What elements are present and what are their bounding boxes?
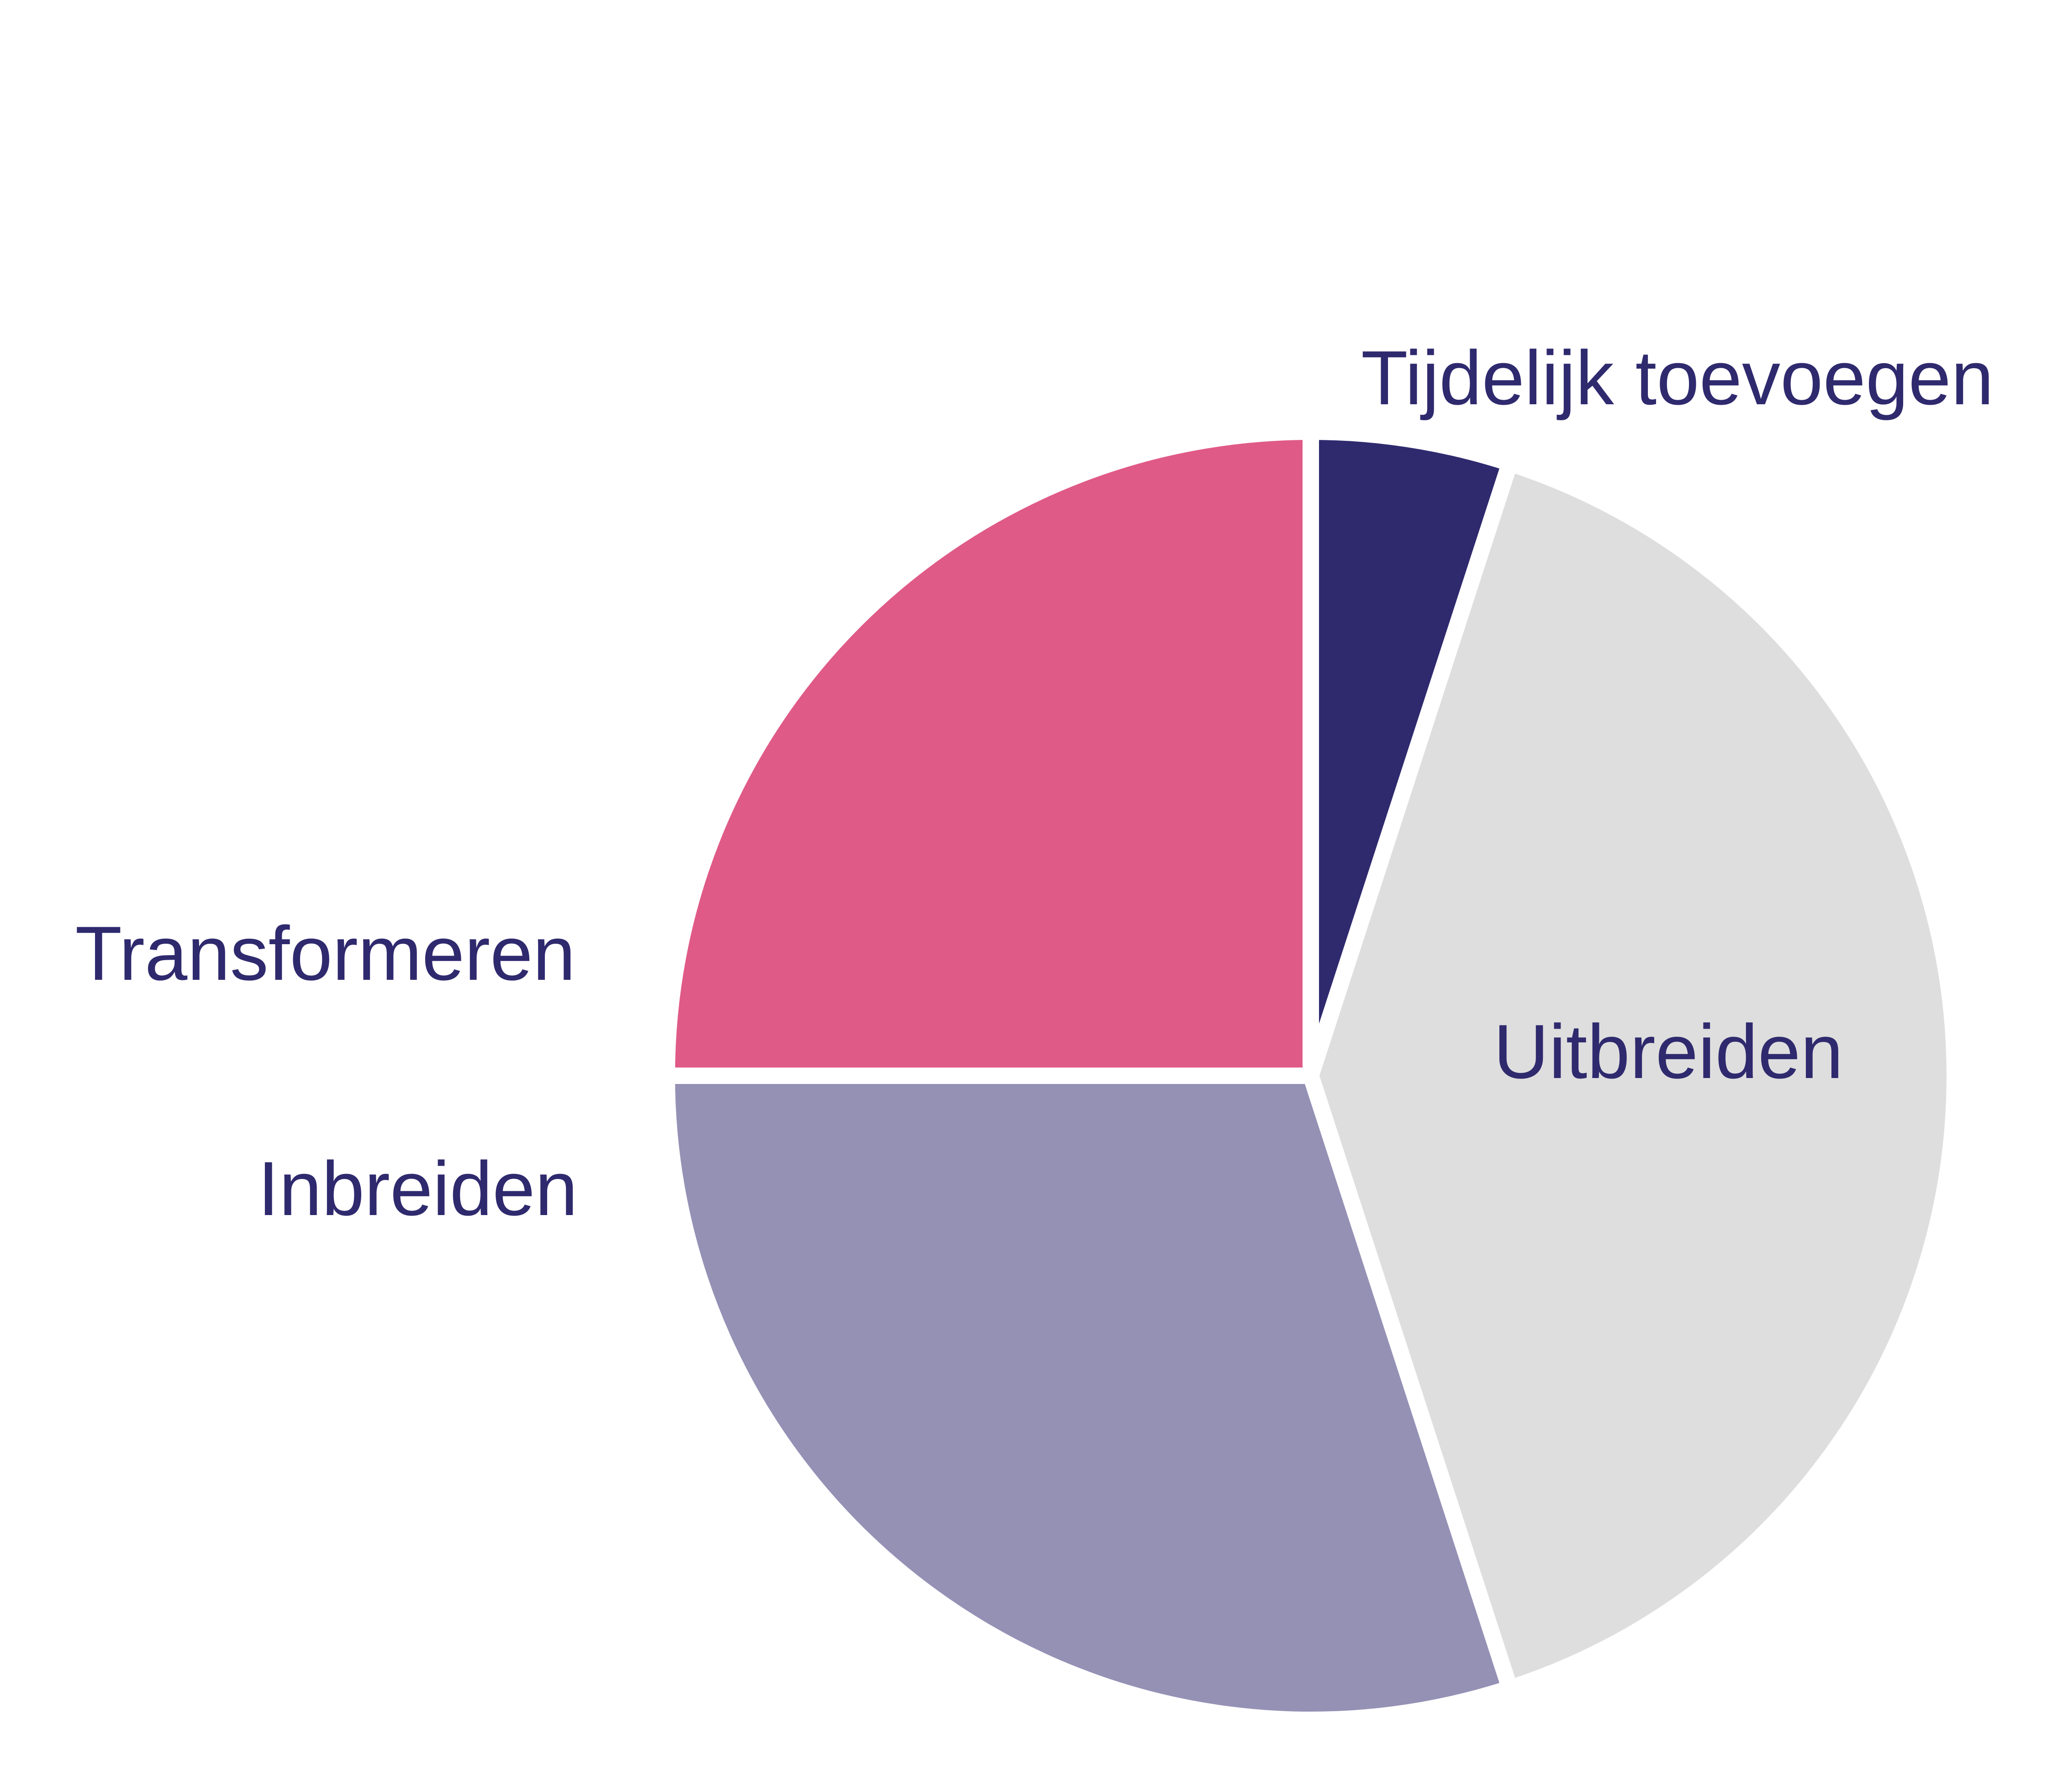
pie-slice-transformeren bbox=[659, 423, 1319, 1084]
pie-slice-uitbreiden bbox=[1303, 455, 1963, 1697]
label-inbreiden: Inbreiden bbox=[258, 1146, 578, 1232]
label-uitbreiden: Uitbreiden bbox=[1493, 1009, 1843, 1094]
label-transformeren: Transformeren bbox=[75, 910, 575, 996]
pie-slices bbox=[659, 423, 1963, 1728]
label-tijdelijk-toevoegen: Tijdelijk toevoegen bbox=[1361, 335, 1994, 421]
pie-slice-inbreiden bbox=[659, 1068, 1518, 1728]
